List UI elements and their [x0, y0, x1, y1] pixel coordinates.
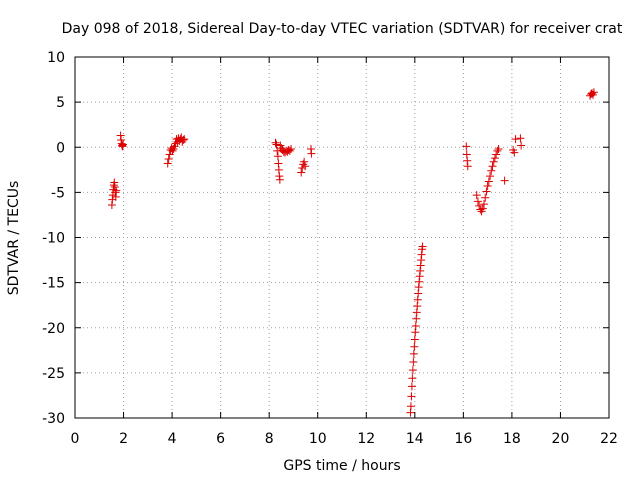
data-point [307, 149, 316, 158]
data-point [297, 168, 306, 177]
data-point [489, 157, 498, 166]
data-point [478, 204, 487, 213]
data-point [409, 349, 418, 358]
data-point [484, 177, 493, 186]
x-tick-label: 4 [168, 431, 177, 447]
y-tick-label: 5 [56, 95, 65, 111]
data-point [418, 242, 427, 251]
data-point [112, 186, 121, 195]
data-point [163, 159, 172, 168]
x-tick-label: 18 [503, 431, 521, 447]
data-point [588, 89, 597, 98]
x-tick-label: 20 [552, 431, 570, 447]
x-tick-label: 14 [406, 431, 424, 447]
data-point [301, 162, 310, 171]
data-point [486, 172, 495, 181]
data-point [180, 135, 189, 144]
data-point [488, 162, 497, 171]
data-point [481, 193, 490, 202]
data-point [273, 152, 282, 161]
data-point [483, 182, 492, 191]
data-point [407, 382, 416, 391]
data-point [411, 321, 420, 330]
data-point [493, 146, 502, 155]
data-point [492, 150, 501, 159]
data-point [463, 162, 472, 171]
data-point [494, 145, 503, 154]
data-point [410, 335, 419, 344]
y-tick-label: -25 [42, 366, 65, 382]
data-point [479, 200, 488, 209]
x-tick-label: 8 [265, 431, 274, 447]
data-point [119, 140, 128, 149]
data-point [409, 358, 418, 367]
tick-labels: 0 2 4 6 8 10 12 14 16 18 20 22 -30 -25 -20 -15 -10 -5 0 5 10 [42, 50, 618, 447]
axis-ticks [74, 56, 610, 419]
data-point [511, 135, 520, 144]
x-tick-label: 10 [309, 431, 327, 447]
y-axis-label: SDTVAR / TECUs [6, 181, 22, 296]
data-point [408, 366, 417, 375]
data-point [410, 342, 419, 351]
x-tick-label: 12 [357, 431, 375, 447]
data-point [487, 166, 496, 175]
data-point [164, 154, 173, 163]
y-tick-label: -20 [42, 321, 65, 337]
data-point [287, 145, 296, 154]
y-tick-label: 0 [56, 140, 65, 156]
y-tick-label: -5 [51, 185, 65, 201]
x-tick-label: 2 [119, 431, 128, 447]
data-point [275, 175, 284, 184]
x-tick-label: 22 [600, 431, 618, 447]
y-tick-label: 10 [47, 50, 65, 66]
data-point [179, 136, 188, 145]
data-point [408, 374, 417, 383]
data-point [168, 146, 177, 155]
data-point [473, 197, 482, 206]
data-point [273, 146, 282, 155]
data-point [516, 134, 525, 143]
data-point [500, 176, 509, 185]
data-point [462, 142, 471, 151]
data-point [272, 140, 281, 149]
x-tick-label: 16 [454, 431, 472, 447]
y-tick-label: -15 [42, 276, 65, 292]
y-tick-label: -30 [42, 411, 65, 427]
data-point [510, 148, 519, 157]
data-point [472, 191, 481, 200]
data-points [107, 88, 598, 417]
data-point [589, 88, 598, 97]
x-tick-label: 0 [71, 431, 80, 447]
grid-lines [75, 57, 609, 418]
data-point [285, 146, 294, 155]
chart-title: Day 098 of 2018, Sidereal Day-to-day VTE… [62, 21, 623, 37]
x-axis-label: GPS time / hours [283, 458, 400, 474]
y-tick-label: -10 [42, 231, 65, 247]
data-point [490, 154, 499, 163]
data-point [300, 157, 309, 166]
data-point [482, 187, 491, 196]
data-point [517, 141, 526, 150]
x-tick-label: 6 [216, 431, 225, 447]
data-point [407, 392, 416, 401]
data-point [271, 138, 280, 147]
data-point [406, 402, 415, 411]
